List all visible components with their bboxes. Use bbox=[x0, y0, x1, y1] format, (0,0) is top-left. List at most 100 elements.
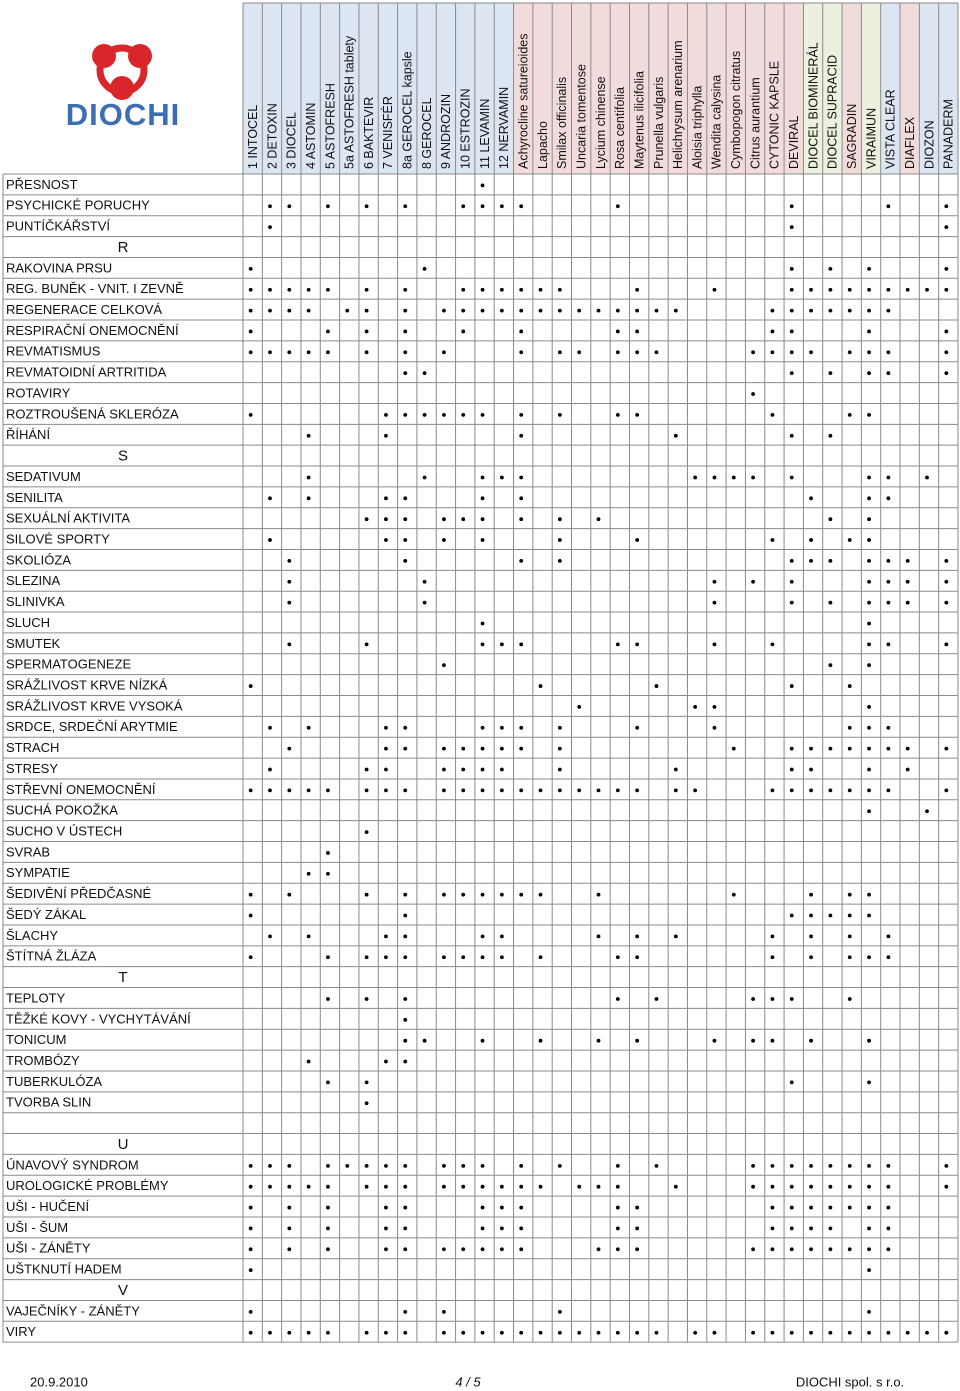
dot bbox=[615, 412, 620, 417]
dot bbox=[557, 412, 562, 417]
dot bbox=[519, 1330, 524, 1335]
dot bbox=[789, 475, 794, 480]
dot bbox=[364, 997, 369, 1001]
dot bbox=[731, 892, 736, 897]
dot bbox=[654, 308, 659, 313]
dot bbox=[615, 1226, 620, 1231]
dot bbox=[326, 1247, 330, 1252]
dot bbox=[557, 788, 562, 793]
dot bbox=[345, 1163, 350, 1168]
logo: DIOCHI bbox=[66, 44, 179, 132]
row-label: SUCHO V ÚSTECH bbox=[6, 824, 122, 839]
dot bbox=[635, 350, 640, 355]
dot bbox=[596, 1330, 601, 1335]
row-label: PSYCHICKÉ PORUCHY bbox=[6, 198, 150, 213]
dot bbox=[867, 1163, 871, 1168]
row-label: ŠLACHY bbox=[6, 928, 58, 943]
row-label: TĚŽKÉ KOVY - VYCHYTÁVÁNÍ bbox=[6, 1011, 191, 1026]
dot bbox=[422, 475, 427, 480]
dot bbox=[847, 1247, 852, 1252]
dot bbox=[442, 767, 446, 772]
dot bbox=[442, 1247, 446, 1252]
column-header: Rosa centifolia bbox=[613, 87, 627, 169]
dot bbox=[886, 559, 891, 563]
row-label: ROTAVIRY bbox=[6, 385, 71, 400]
dot bbox=[384, 1059, 388, 1064]
row-label: SYMPATIE bbox=[6, 865, 70, 880]
dot bbox=[867, 1330, 871, 1335]
dot bbox=[557, 1163, 562, 1168]
column-header-bg bbox=[243, 3, 263, 174]
dot bbox=[519, 308, 524, 313]
row-label: SRÁŽLIVOST KRVE NÍZKÁ bbox=[6, 678, 168, 693]
dot bbox=[886, 725, 891, 730]
dot bbox=[557, 1309, 562, 1314]
dot bbox=[557, 350, 562, 355]
column-header-bg bbox=[880, 3, 901, 174]
column-header: VISTA CLEAR bbox=[884, 89, 898, 169]
dot bbox=[596, 517, 601, 522]
dot bbox=[442, 1163, 446, 1168]
dot bbox=[442, 892, 446, 897]
dot bbox=[673, 433, 678, 438]
dot bbox=[847, 412, 852, 417]
dot bbox=[248, 266, 253, 271]
dot bbox=[248, 1184, 253, 1189]
column-header-bg bbox=[300, 3, 321, 174]
dot bbox=[519, 642, 524, 647]
dot bbox=[287, 308, 292, 313]
dot bbox=[944, 642, 949, 647]
dot bbox=[268, 350, 272, 355]
dot bbox=[770, 1247, 775, 1252]
dot bbox=[557, 517, 562, 522]
column-header: 2 DETOXIN bbox=[265, 103, 279, 169]
dot bbox=[867, 1268, 871, 1273]
dot bbox=[847, 1184, 852, 1189]
dot bbox=[635, 412, 640, 417]
dot bbox=[770, 308, 775, 313]
dot bbox=[751, 475, 755, 480]
dot bbox=[248, 1226, 253, 1231]
dot bbox=[712, 1038, 717, 1043]
dot bbox=[480, 475, 485, 480]
dot bbox=[499, 642, 504, 647]
dot bbox=[519, 559, 524, 563]
row-label: TEPLOTY bbox=[6, 990, 66, 1005]
dot bbox=[364, 1080, 369, 1085]
row-label: ŠEDIVĚNÍ PŘEDČASNÉ bbox=[6, 886, 152, 901]
dot bbox=[789, 997, 794, 1001]
dot bbox=[635, 308, 640, 313]
dot bbox=[384, 538, 388, 542]
dot bbox=[770, 350, 775, 355]
column-header-bg bbox=[339, 3, 359, 174]
dot bbox=[847, 788, 852, 793]
column-header-bg bbox=[668, 3, 688, 174]
row-label: REGENERACE CELKOVÁ bbox=[6, 302, 162, 317]
dot bbox=[287, 204, 292, 209]
dot bbox=[615, 204, 620, 209]
dot bbox=[306, 1330, 311, 1335]
column-header: 5a ASTOFRESH tablety bbox=[343, 35, 357, 169]
dot bbox=[944, 1163, 949, 1168]
dot bbox=[693, 788, 698, 793]
dot bbox=[480, 767, 485, 772]
dot bbox=[461, 412, 466, 417]
dot bbox=[847, 934, 852, 939]
dot bbox=[751, 392, 755, 396]
dot bbox=[731, 475, 736, 480]
dot bbox=[519, 204, 524, 209]
dot bbox=[905, 579, 910, 584]
row-label: SEDATIVUM bbox=[6, 469, 81, 484]
dot bbox=[364, 517, 369, 522]
dot bbox=[248, 350, 253, 355]
dot bbox=[809, 892, 813, 897]
dot bbox=[867, 1184, 871, 1189]
row-label: TROMBÓZY bbox=[6, 1053, 80, 1068]
dot bbox=[519, 517, 524, 522]
dot bbox=[519, 788, 524, 793]
dot bbox=[403, 559, 408, 563]
dot bbox=[828, 433, 833, 438]
dot bbox=[499, 1184, 504, 1189]
dot bbox=[789, 1184, 794, 1189]
dot bbox=[326, 997, 330, 1001]
